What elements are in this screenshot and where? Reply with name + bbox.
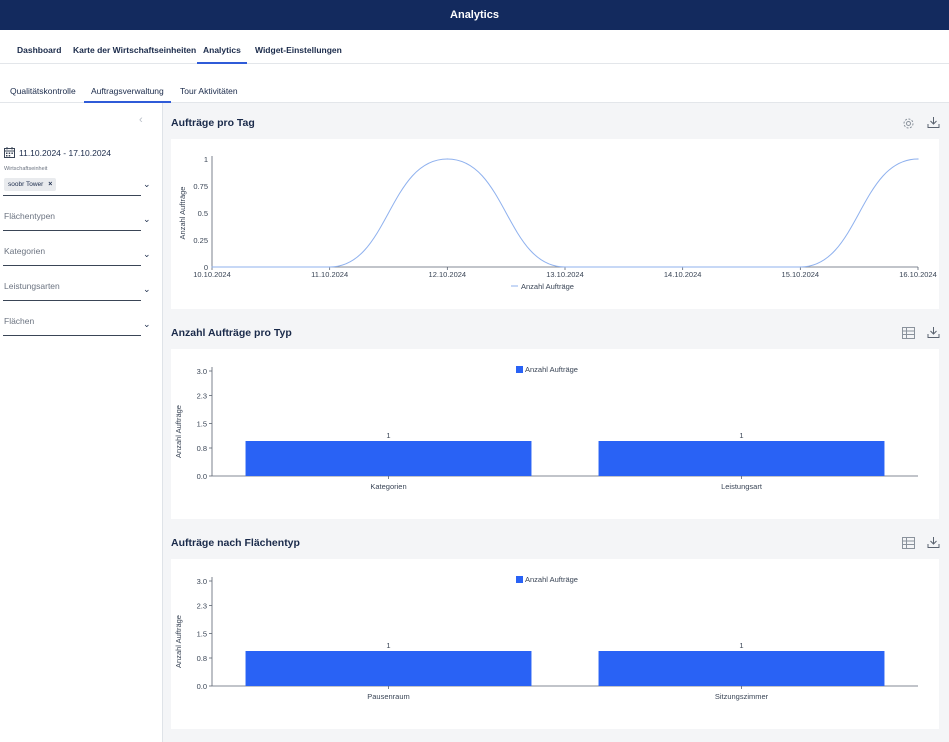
tab-qualitaetskontrolle[interactable]: Qualitätskontrolle xyxy=(10,86,76,96)
data-point xyxy=(564,266,566,268)
x-tick-label: 16.10.2024 xyxy=(899,270,937,279)
chevron-down-icon[interactable]: ⌄ xyxy=(143,249,151,259)
x-tick-label: Pausenraum xyxy=(367,692,410,701)
wirtschaftseinheit-label: Wirtschaftseinheit xyxy=(4,166,48,172)
data-label: 1 xyxy=(386,641,390,650)
table-icon[interactable] xyxy=(902,327,915,339)
y-tick-label: 0.75 xyxy=(193,182,208,191)
calendar-icon xyxy=(4,147,15,158)
gear-icon[interactable] xyxy=(902,117,915,130)
data-point xyxy=(799,266,801,268)
leistungsarten-select-label: Leistungsarten xyxy=(4,281,60,291)
y-tick-label: 1.5 xyxy=(197,420,207,429)
y-tick-label: 0.8 xyxy=(197,654,207,663)
y-tick-label: 2.3 xyxy=(197,392,207,401)
data-point xyxy=(446,158,448,160)
bar xyxy=(245,651,532,686)
y-tick-label: 0.0 xyxy=(197,682,207,691)
x-tick-label: 11.10.2024 xyxy=(311,270,348,279)
data-label: 1 xyxy=(386,431,390,440)
bar xyxy=(598,441,885,476)
download-icon[interactable] xyxy=(927,116,940,129)
tab-karte[interactable]: Karte der Wirtschaftseinheiten xyxy=(73,45,197,55)
y-tick-label: 2.3 xyxy=(197,602,207,611)
table-icon[interactable] xyxy=(902,537,915,549)
chart-card-auftraege-nach-flaechentyp: 0.0 0.8 1.5 2.3 3.0 Anzahl Aufträge 1 Pausenrau… xyxy=(171,559,939,729)
section-title-auftraege-nach-flaechentyp: Aufträge nach Flächentyp xyxy=(171,537,300,549)
y-tick-label: 1 xyxy=(204,155,208,164)
x-tick-label: 14.10.2024 xyxy=(664,270,702,279)
legend-label: Anzahl Aufträge xyxy=(525,365,578,374)
chart-card-auftraege-pro-tag: 0 0.25 0.5 0.75 1 10.10.2024 11.10.2024 12.10.2… xyxy=(171,139,939,309)
collapse-sidebar-icon[interactable]: ‹ xyxy=(139,114,143,126)
y-tick-label: 3.0 xyxy=(197,577,207,586)
data-label: 1 xyxy=(739,431,743,440)
app-header: Analytics xyxy=(0,0,949,30)
selected-chip: soobr Tower × xyxy=(4,178,57,191)
data-point xyxy=(211,266,213,268)
x-tick-label: 13.10.2024 xyxy=(546,270,584,279)
y-tick-label: 0.5 xyxy=(198,209,208,218)
legend-label: Anzahl Aufträge xyxy=(521,282,574,291)
chevron-down-icon[interactable]: ⌄ xyxy=(143,214,151,224)
y-axis-label: Anzahl Aufträge xyxy=(174,405,183,458)
y-tick-label: 0.0 xyxy=(197,472,207,481)
tab-auftragsverwaltung[interactable]: Auftragsverwaltung xyxy=(84,75,171,103)
x-tick-label: Kategorien xyxy=(370,482,406,491)
data-point xyxy=(682,266,684,268)
bar-chart: 0.0 0.8 1.5 2.3 3.0 Anzahl Aufträge 1 Pausenrau… xyxy=(174,575,918,701)
kategorien-select[interactable] xyxy=(3,265,141,266)
tab-analytics[interactable]: Analytics xyxy=(197,30,247,64)
flaechen-select[interactable] xyxy=(3,335,141,336)
main-nav: Dashboard Karte der Wirtschaftseinheiten… xyxy=(0,30,949,64)
tab-tour-aktivitaeten[interactable]: Tour Aktivitäten xyxy=(180,86,238,96)
sub-nav: Qualitätskontrolle Auftragsverwaltung To… xyxy=(0,75,949,103)
section-title-auftraege-pro-tag: Aufträge pro Tag xyxy=(171,117,255,129)
x-tick-label: 10.10.2024 xyxy=(193,270,231,279)
data-point xyxy=(329,266,331,268)
chip-remove-icon[interactable]: × xyxy=(48,181,53,188)
date-range-picker[interactable]: 11.10.2024 - 17.10.2024 xyxy=(4,147,111,158)
chip-label: soobr Tower xyxy=(8,181,44,188)
legend-marker xyxy=(516,366,523,373)
legend-marker xyxy=(516,576,523,583)
y-tick-label: 1.5 xyxy=(197,630,207,639)
chevron-down-icon[interactable]: ⌄ xyxy=(143,319,151,329)
y-axis-label: Anzahl Aufträge xyxy=(178,187,187,240)
y-axis-label: Anzahl Aufträge xyxy=(174,615,183,668)
chevron-down-icon[interactable]: ⌄ xyxy=(143,179,151,189)
tab-widget-einstellungen[interactable]: Widget-Einstellungen xyxy=(255,45,342,55)
kategorien-select-label: Kategorien xyxy=(4,246,46,256)
date-range-text: 11.10.2024 - 17.10.2024 xyxy=(19,147,112,158)
wirtschaftseinheit-select[interactable] xyxy=(3,195,141,196)
x-tick-label: 12.10.2024 xyxy=(429,270,467,279)
x-tick-label: Sitzungszimmer xyxy=(715,692,769,701)
flaechen-select-label: Flächen xyxy=(4,316,35,326)
download-icon[interactable] xyxy=(927,536,940,549)
section-title-anzahl-auftraege-pro-typ: Anzahl Aufträge pro Typ xyxy=(171,327,292,339)
data-label: 1 xyxy=(739,641,743,650)
x-tick-label: Leistungsart xyxy=(721,482,763,491)
filter-sidebar xyxy=(0,103,163,742)
tab-dashboard[interactable]: Dashboard xyxy=(17,45,62,55)
chart-card-auftraege-pro-typ: 0.0 0.8 1.5 2.3 3.0 Anzahl Aufträge 1 Kategorie… xyxy=(171,349,939,519)
bar xyxy=(245,441,532,476)
bar-chart: 0.0 0.8 1.5 2.3 3.0 Anzahl Aufträge 1 Kategorie… xyxy=(174,365,918,491)
line-chart: 0 0.25 0.5 0.75 1 10.10.2024 11.10.2024 12.10.2… xyxy=(178,155,937,291)
legend-label: Anzahl Aufträge xyxy=(525,575,578,584)
chevron-down-icon[interactable]: ⌄ xyxy=(143,284,151,294)
series-line xyxy=(211,158,919,268)
flaechentypen-select[interactable] xyxy=(3,230,141,231)
data-point xyxy=(917,158,919,160)
x-tick-label: 15.10.2024 xyxy=(782,270,820,279)
y-tick-label: 0.8 xyxy=(197,444,207,453)
bar xyxy=(598,651,885,686)
download-icon[interactable] xyxy=(927,326,940,339)
y-tick-label: 3.0 xyxy=(197,367,207,376)
y-tick-label: 0.25 xyxy=(193,236,208,245)
y-tick-label: 0 xyxy=(204,263,208,272)
leistungsarten-select[interactable] xyxy=(3,300,141,301)
flaechentypen-select-label: Flächentypen xyxy=(4,211,56,221)
app-title: Analytics xyxy=(450,9,499,21)
